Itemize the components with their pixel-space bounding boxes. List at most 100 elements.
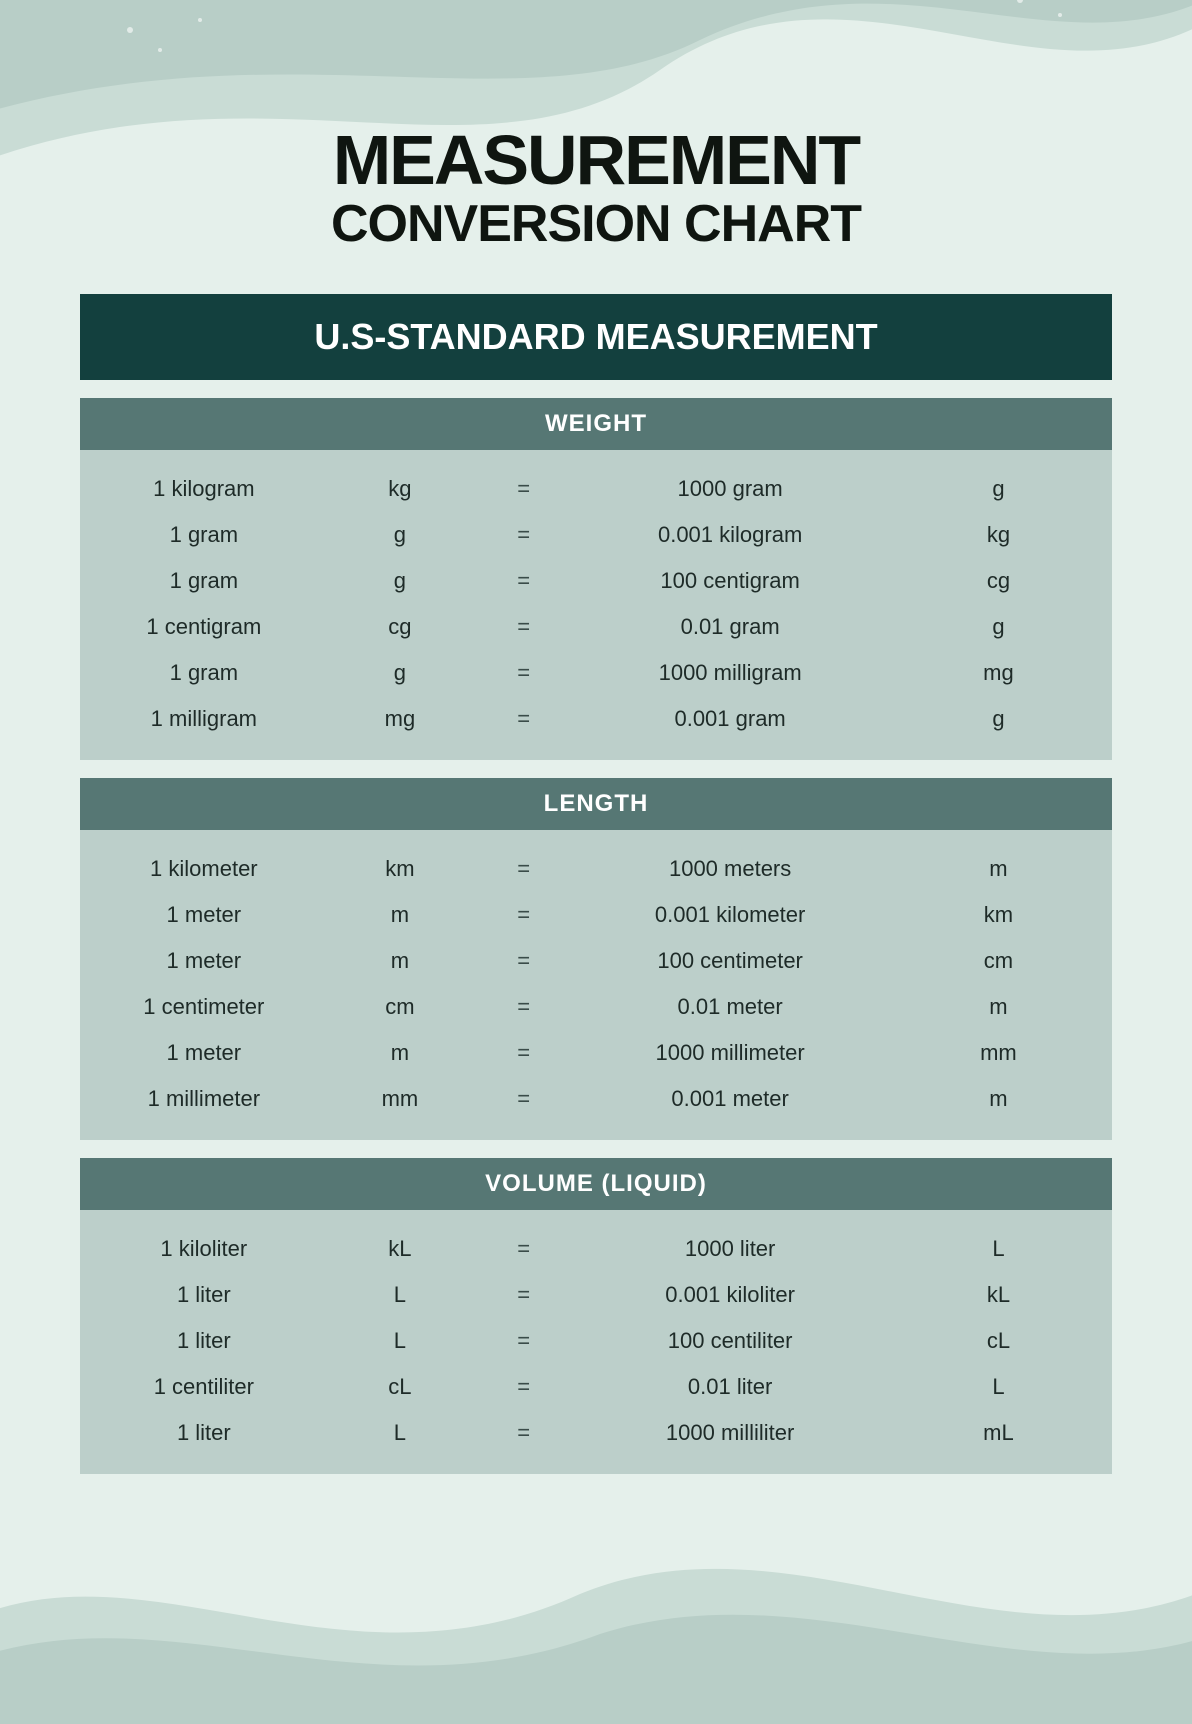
to-abbr-cell: km bbox=[885, 902, 1112, 928]
table-row: 1 millimetermm=0.001 meterm bbox=[80, 1076, 1112, 1122]
from-quantity-cell: 1 milligram bbox=[80, 706, 328, 732]
from-quantity-cell: 1 gram bbox=[80, 522, 328, 548]
from-abbr-cell: g bbox=[328, 568, 472, 594]
section-header: LENGTH bbox=[80, 778, 1112, 830]
from-quantity-cell: 1 centigram bbox=[80, 614, 328, 640]
to-quantity-cell: 0.001 gram bbox=[575, 706, 885, 732]
table-row: 1 meterm=0.001 kilometerkm bbox=[80, 892, 1112, 938]
from-abbr-cell: cL bbox=[328, 1374, 472, 1400]
to-quantity-cell: 0.01 meter bbox=[575, 994, 885, 1020]
equals-cell: = bbox=[472, 522, 575, 548]
from-quantity-cell: 1 liter bbox=[80, 1282, 328, 1308]
from-abbr-cell: kL bbox=[328, 1236, 472, 1262]
title-line-2: CONVERSION CHART bbox=[80, 194, 1112, 254]
to-quantity-cell: 1000 milliliter bbox=[575, 1420, 885, 1446]
table-row: 1 centigramcg=0.01 gramg bbox=[80, 604, 1112, 650]
equals-cell: = bbox=[472, 706, 575, 732]
from-abbr-cell: cm bbox=[328, 994, 472, 1020]
title-block: MEASUREMENT CONVERSION CHART bbox=[80, 120, 1112, 254]
table-row: 1 gramg=0.001 kilogramkg bbox=[80, 512, 1112, 558]
from-abbr-cell: m bbox=[328, 902, 472, 928]
from-quantity-cell: 1 meter bbox=[80, 948, 328, 974]
equals-cell: = bbox=[472, 476, 575, 502]
to-abbr-cell: m bbox=[885, 1086, 1112, 1112]
table-row: 1 gramg=100 centigramcg bbox=[80, 558, 1112, 604]
from-abbr-cell: m bbox=[328, 1040, 472, 1066]
from-abbr-cell: m bbox=[328, 948, 472, 974]
to-abbr-cell: L bbox=[885, 1236, 1112, 1262]
from-quantity-cell: 1 kiloliter bbox=[80, 1236, 328, 1262]
to-quantity-cell: 0.001 kilometer bbox=[575, 902, 885, 928]
to-quantity-cell: 0.001 kilogram bbox=[575, 522, 885, 548]
equals-cell: = bbox=[472, 1328, 575, 1354]
title-line-1: MEASUREMENT bbox=[80, 120, 1112, 200]
from-abbr-cell: mm bbox=[328, 1086, 472, 1112]
to-abbr-cell: g bbox=[885, 476, 1112, 502]
section-header: VOLUME (LIQUID) bbox=[80, 1158, 1112, 1210]
to-abbr-cell: kL bbox=[885, 1282, 1112, 1308]
from-abbr-cell: g bbox=[328, 522, 472, 548]
table-row: 1 kilometerkm=1000 metersm bbox=[80, 846, 1112, 892]
decorative-wave-bottom bbox=[0, 1504, 1192, 1724]
table-row: 1 literL=1000 millilitermL bbox=[80, 1410, 1112, 1456]
section-header: WEIGHT bbox=[80, 398, 1112, 450]
to-quantity-cell: 1000 milligram bbox=[575, 660, 885, 686]
to-quantity-cell: 100 centigram bbox=[575, 568, 885, 594]
to-quantity-cell: 1000 gram bbox=[575, 476, 885, 502]
to-abbr-cell: g bbox=[885, 706, 1112, 732]
from-quantity-cell: 1 liter bbox=[80, 1328, 328, 1354]
section-rows: 1 kilometerkm=1000 metersm1 meterm=0.001… bbox=[80, 830, 1112, 1140]
equals-cell: = bbox=[472, 1086, 575, 1112]
from-abbr-cell: L bbox=[328, 1282, 472, 1308]
to-quantity-cell: 100 centiliter bbox=[575, 1328, 885, 1354]
table-row: 1 kiloliterkL=1000 literL bbox=[80, 1226, 1112, 1272]
from-quantity-cell: 1 centimeter bbox=[80, 994, 328, 1020]
equals-cell: = bbox=[472, 1420, 575, 1446]
to-abbr-cell: mm bbox=[885, 1040, 1112, 1066]
to-abbr-cell: L bbox=[885, 1374, 1112, 1400]
to-quantity-cell: 0.01 gram bbox=[575, 614, 885, 640]
table-row: 1 milligrammg=0.001 gramg bbox=[80, 696, 1112, 742]
from-abbr-cell: L bbox=[328, 1420, 472, 1446]
from-quantity-cell: 1 liter bbox=[80, 1420, 328, 1446]
equals-cell: = bbox=[472, 856, 575, 882]
to-abbr-cell: m bbox=[885, 856, 1112, 882]
section-rows: 1 kilogramkg=1000 gramg1 gramg=0.001 kil… bbox=[80, 450, 1112, 760]
section-rows: 1 kiloliterkL=1000 literL1 literL=0.001 … bbox=[80, 1210, 1112, 1474]
to-quantity-cell: 100 centimeter bbox=[575, 948, 885, 974]
from-abbr-cell: mg bbox=[328, 706, 472, 732]
equals-cell: = bbox=[472, 948, 575, 974]
sections-container: WEIGHT1 kilogramkg=1000 gramg1 gramg=0.0… bbox=[80, 398, 1112, 1474]
equals-cell: = bbox=[472, 994, 575, 1020]
equals-cell: = bbox=[472, 1236, 575, 1262]
to-abbr-cell: cL bbox=[885, 1328, 1112, 1354]
table-row: 1 centimetercm=0.01 meterm bbox=[80, 984, 1112, 1030]
equals-cell: = bbox=[472, 1282, 575, 1308]
main-header: U.S-STANDARD MEASUREMENT bbox=[80, 294, 1112, 380]
from-abbr-cell: kg bbox=[328, 476, 472, 502]
to-quantity-cell: 1000 liter bbox=[575, 1236, 885, 1262]
from-abbr-cell: g bbox=[328, 660, 472, 686]
from-quantity-cell: 1 meter bbox=[80, 1040, 328, 1066]
table-row: 1 kilogramkg=1000 gramg bbox=[80, 466, 1112, 512]
content-area: MEASUREMENT CONVERSION CHART U.S-STANDAR… bbox=[0, 0, 1192, 1474]
equals-cell: = bbox=[472, 1374, 575, 1400]
table-row: 1 literL=100 centilitercL bbox=[80, 1318, 1112, 1364]
from-quantity-cell: 1 kilogram bbox=[80, 476, 328, 502]
from-quantity-cell: 1 gram bbox=[80, 660, 328, 686]
table-row: 1 meterm=1000 millimetermm bbox=[80, 1030, 1112, 1076]
table-row: 1 literL=0.001 kiloliterkL bbox=[80, 1272, 1112, 1318]
table-row: 1 gramg=1000 milligrammg bbox=[80, 650, 1112, 696]
from-quantity-cell: 1 millimeter bbox=[80, 1086, 328, 1112]
to-abbr-cell: cg bbox=[885, 568, 1112, 594]
from-quantity-cell: 1 meter bbox=[80, 902, 328, 928]
to-quantity-cell: 0.01 liter bbox=[575, 1374, 885, 1400]
equals-cell: = bbox=[472, 614, 575, 640]
to-quantity-cell: 1000 meters bbox=[575, 856, 885, 882]
equals-cell: = bbox=[472, 568, 575, 594]
from-abbr-cell: cg bbox=[328, 614, 472, 640]
equals-cell: = bbox=[472, 902, 575, 928]
from-quantity-cell: 1 centiliter bbox=[80, 1374, 328, 1400]
to-abbr-cell: g bbox=[885, 614, 1112, 640]
to-quantity-cell: 0.001 meter bbox=[575, 1086, 885, 1112]
